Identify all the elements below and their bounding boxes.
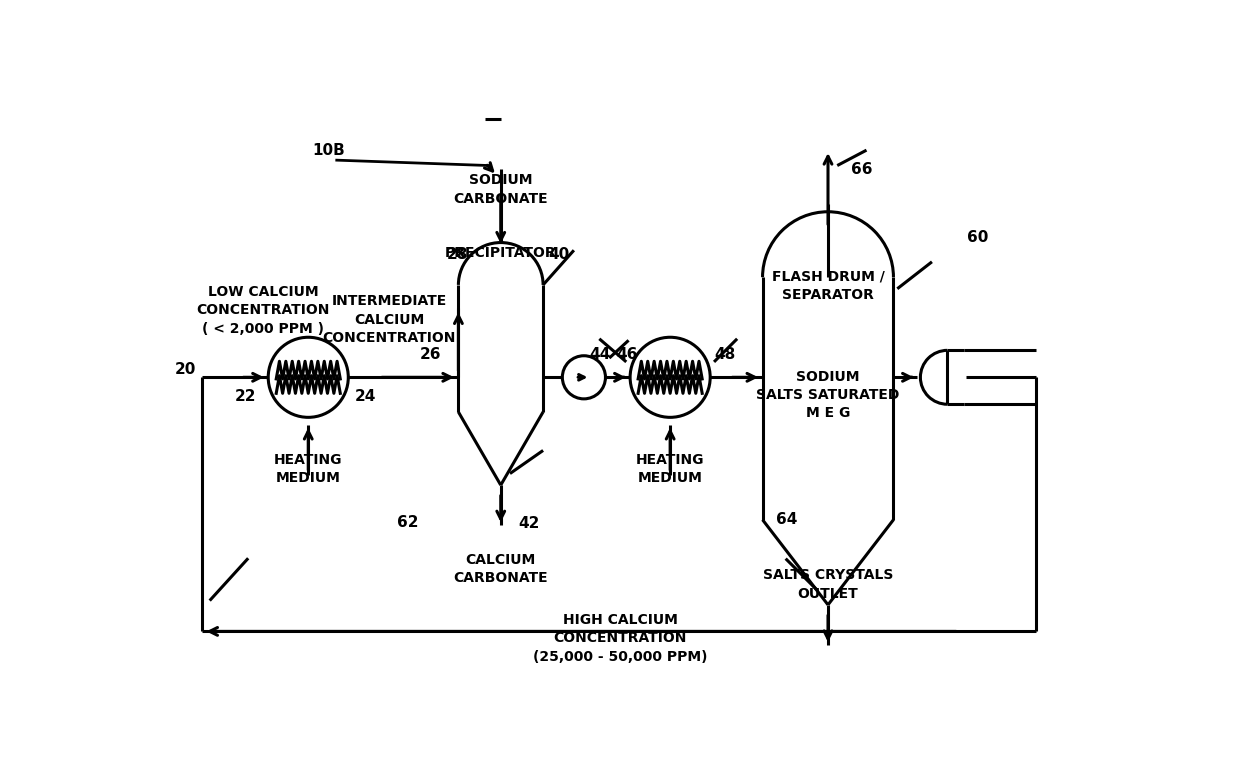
Text: FLASH DRUM /
SEPARATOR: FLASH DRUM / SEPARATOR <box>771 270 884 302</box>
Text: SODIUM
SALTS SATURATED
M E G: SODIUM SALTS SATURATED M E G <box>756 370 900 420</box>
Text: 44: 44 <box>589 346 610 362</box>
Text: 42: 42 <box>518 516 539 531</box>
Text: HEATING
MEDIUM: HEATING MEDIUM <box>274 453 342 485</box>
Text: 22: 22 <box>236 389 257 404</box>
Text: 62: 62 <box>397 514 418 530</box>
Text: 10B: 10B <box>312 142 346 158</box>
Text: 46: 46 <box>616 346 637 362</box>
Text: 40: 40 <box>548 246 569 262</box>
Text: 20: 20 <box>175 362 197 377</box>
Text: 26: 26 <box>420 346 441 362</box>
Text: HIGH CALCIUM
CONCENTRATION
(25,000 - 50,000 PPM): HIGH CALCIUM CONCENTRATION (25,000 - 50,… <box>533 613 707 664</box>
Text: 28: 28 <box>446 246 467 262</box>
Text: PRECIPITATOR: PRECIPITATOR <box>445 246 557 260</box>
Text: 60: 60 <box>967 229 988 245</box>
Text: 64: 64 <box>776 512 797 527</box>
Text: CALCIUM
CARBONATE: CALCIUM CARBONATE <box>454 553 548 585</box>
Text: INTERMEDIATE
CALCIUM
CONCENTRATION: INTERMEDIATE CALCIUM CONCENTRATION <box>322 294 456 345</box>
Text: 24: 24 <box>355 389 376 404</box>
Text: SODIUM
CARBONATE: SODIUM CARBONATE <box>454 173 548 206</box>
Text: 48: 48 <box>714 346 737 362</box>
Text: HEATING
MEDIUM: HEATING MEDIUM <box>636 453 704 485</box>
Text: SALTS CRYSTALS
OUTLET: SALTS CRYSTALS OUTLET <box>763 568 893 601</box>
Text: LOW CALCIUM
CONCENTRATION
( < 2,000 PPM ): LOW CALCIUM CONCENTRATION ( < 2,000 PPM … <box>197 285 330 336</box>
Text: 66: 66 <box>851 162 873 177</box>
